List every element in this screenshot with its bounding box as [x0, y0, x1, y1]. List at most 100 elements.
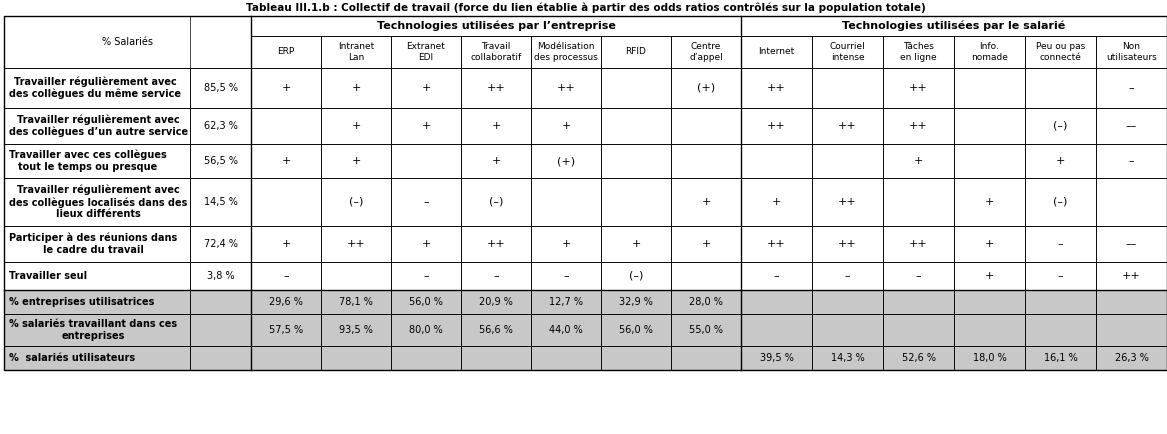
Text: Extranet
EDI: Extranet EDI	[406, 42, 446, 62]
Bar	[1096, 144, 1167, 178]
Text: 32,9 %: 32,9 %	[619, 297, 654, 307]
Text: ++: ++	[767, 239, 785, 249]
Text: +: +	[281, 83, 291, 93]
Bar	[391, 226, 461, 262]
Bar	[190, 290, 251, 314]
Bar	[671, 262, 741, 290]
Bar	[391, 108, 461, 144]
Text: +: +	[561, 121, 571, 131]
Text: ++: ++	[347, 239, 365, 249]
Bar	[190, 262, 251, 290]
Text: +: +	[771, 197, 781, 207]
Text: +: +	[491, 156, 501, 166]
Bar	[741, 314, 812, 346]
Bar	[883, 108, 953, 144]
Bar	[251, 108, 321, 144]
Bar	[4, 290, 190, 314]
Bar	[1025, 68, 1096, 108]
Text: 26,3 %: 26,3 %	[1114, 353, 1148, 363]
Bar	[741, 36, 812, 68]
Text: % entreprises utilisatrices: % entreprises utilisatrices	[9, 297, 154, 307]
Text: 52,6 %: 52,6 %	[901, 353, 936, 363]
Text: RFID: RFID	[626, 47, 647, 56]
Text: (–): (–)	[1054, 197, 1068, 207]
Bar	[190, 178, 251, 226]
Bar	[741, 262, 812, 290]
Text: 3,8 %: 3,8 %	[207, 271, 235, 281]
Text: –: –	[774, 271, 780, 281]
Bar	[461, 68, 531, 108]
Bar	[190, 226, 251, 262]
Text: Tableau III.1.b : Collectif de travail (force du lien établie à partir des odds : Tableau III.1.b : Collectif de travail (…	[245, 3, 925, 13]
Bar	[812, 290, 883, 314]
Text: Peu ou pas
connecté: Peu ou pas connecté	[1036, 42, 1085, 62]
Text: ++: ++	[1123, 271, 1141, 281]
Text: ++: ++	[909, 121, 928, 131]
Text: +: +	[281, 156, 291, 166]
Bar	[883, 144, 953, 178]
Bar	[251, 36, 321, 68]
Text: +: +	[631, 239, 641, 249]
Text: (–): (–)	[349, 197, 363, 207]
Bar	[461, 262, 531, 290]
Bar	[251, 226, 321, 262]
Bar	[953, 226, 1025, 262]
Bar	[953, 108, 1025, 144]
Bar	[741, 16, 1167, 36]
Bar	[812, 68, 883, 108]
Text: –: –	[1057, 271, 1063, 281]
Text: ++: ++	[487, 83, 505, 93]
Text: 85,5 %: 85,5 %	[203, 83, 238, 93]
Bar	[190, 144, 251, 178]
Bar	[4, 144, 190, 178]
Text: +: +	[351, 121, 361, 131]
Text: ––: ––	[1126, 121, 1137, 131]
Text: 56,0 %: 56,0 %	[410, 297, 443, 307]
Bar	[601, 68, 671, 108]
Bar	[1025, 314, 1096, 346]
Bar	[321, 36, 391, 68]
Bar	[251, 314, 321, 346]
Bar	[812, 226, 883, 262]
Bar	[4, 108, 190, 144]
Bar	[953, 178, 1025, 226]
Bar	[1096, 68, 1167, 108]
Bar	[251, 346, 321, 370]
Bar	[953, 36, 1025, 68]
Bar	[671, 144, 741, 178]
Text: ++: ++	[838, 197, 857, 207]
Text: ––: ––	[1126, 239, 1137, 249]
Text: 55,0 %: 55,0 %	[689, 325, 724, 335]
Bar	[251, 144, 321, 178]
Bar	[601, 262, 671, 290]
Bar	[391, 144, 461, 178]
Text: +: +	[421, 83, 431, 93]
Bar	[1096, 108, 1167, 144]
Bar	[883, 226, 953, 262]
Text: Centre
d’appel: Centre d’appel	[690, 42, 722, 62]
Text: Technologies utilisées par le salarié: Technologies utilisées par le salarié	[843, 21, 1065, 31]
Text: ++: ++	[838, 121, 857, 131]
Bar	[4, 178, 190, 226]
Text: +: +	[1056, 156, 1065, 166]
Text: +: +	[914, 156, 923, 166]
Text: ++: ++	[909, 239, 928, 249]
Text: 93,5 %: 93,5 %	[340, 325, 373, 335]
Bar	[1096, 36, 1167, 68]
Bar	[671, 290, 741, 314]
Text: –: –	[424, 271, 428, 281]
Text: Courriel
intense: Courriel intense	[830, 42, 866, 62]
Text: ++: ++	[557, 83, 575, 93]
Bar	[741, 144, 812, 178]
Bar	[1025, 144, 1096, 178]
Text: +: +	[351, 83, 361, 93]
Text: ++: ++	[767, 83, 785, 93]
Text: Participer à des réunions dans
le cadre du travail: Participer à des réunions dans le cadre …	[9, 233, 177, 255]
Bar	[321, 144, 391, 178]
Bar	[190, 68, 251, 108]
Text: –: –	[1057, 239, 1063, 249]
Bar	[531, 262, 601, 290]
Text: (–): (–)	[1054, 121, 1068, 131]
Bar	[4, 226, 190, 262]
Bar	[531, 346, 601, 370]
